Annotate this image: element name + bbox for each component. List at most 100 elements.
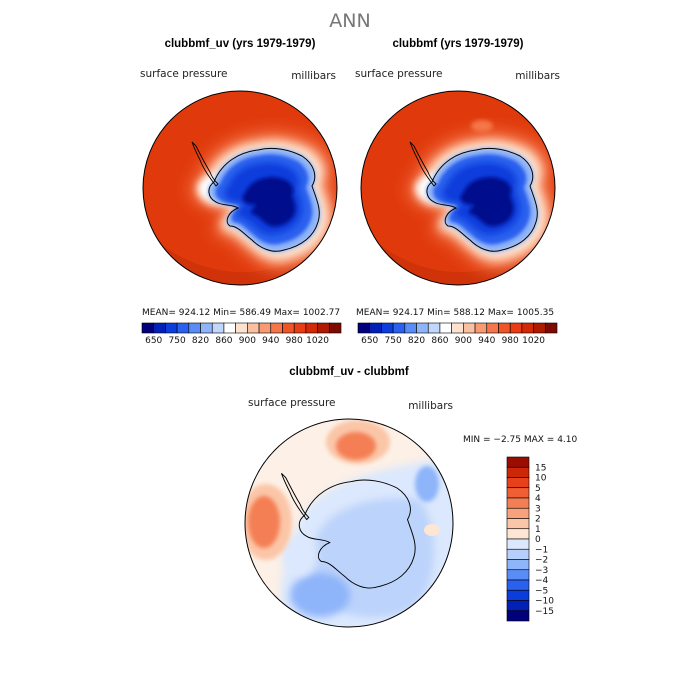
colorbar-right-swatch bbox=[381, 322, 394, 334]
colorbar-diff-tick-label: −4 bbox=[535, 576, 549, 586]
colorbar-diff-tick-label: 3 bbox=[535, 504, 541, 514]
colorbar-right-swatch bbox=[544, 322, 558, 334]
colorbar-diff-swatch bbox=[506, 600, 530, 612]
colorbar-left-tick-label: 1020 bbox=[306, 336, 329, 346]
panel-left-colorbar: 650 750 820 860 900 940 980 1020 bbox=[141, 322, 342, 346]
colorbar-right-tick-label: 980 bbox=[502, 336, 519, 346]
colorbar-left-tick-label: 940 bbox=[262, 336, 279, 346]
panel-right-variable: surface pressure bbox=[355, 68, 443, 80]
colorbar-diff-swatch bbox=[506, 548, 530, 560]
panel-diff-stats: MIN = −2.75 MAX = 4.10 bbox=[463, 435, 578, 445]
colorbar-diff-tick-label: 5 bbox=[535, 484, 541, 494]
colorbar-diff-swatch bbox=[506, 477, 530, 489]
panel-right-stats: MEAN= 924.17 Min= 588.12 Max= 1005.35 bbox=[356, 308, 554, 318]
colorbar-diff-tick-label: 10 bbox=[535, 474, 547, 484]
colorbar-left-swatch bbox=[141, 322, 155, 334]
colorbar-diff-swatch bbox=[506, 528, 530, 540]
colorbar-left-swatch bbox=[165, 322, 178, 334]
colorbar-right-swatch bbox=[451, 322, 464, 334]
panel-right-map bbox=[361, 91, 555, 285]
panel-left: clubbmf_uv (yrs 1979-1979) surface press… bbox=[140, 38, 342, 346]
colorbar-right-swatch bbox=[498, 322, 511, 334]
colorbar-diff-tick-label: −2 bbox=[535, 556, 548, 566]
colorbar-right-tick-label: 650 bbox=[361, 336, 378, 346]
colorbar-left-tick-label: 900 bbox=[239, 336, 256, 346]
panel-left-stats: MEAN= 924.12 Min= 586.49 Max= 1002.77 bbox=[142, 308, 340, 318]
colorbar-right-swatch bbox=[404, 322, 417, 334]
colorbar-right-tick-label: 900 bbox=[455, 336, 472, 346]
colorbar-left-tick-label: 980 bbox=[286, 336, 303, 346]
colorbar-right-swatch bbox=[427, 322, 441, 334]
colorbar-left-swatch bbox=[188, 322, 201, 334]
colorbar-diff-swatch bbox=[506, 610, 530, 622]
colorbar-left-swatch bbox=[247, 322, 260, 334]
panel-left-units: millibars bbox=[291, 70, 336, 82]
colorbar-right-swatch bbox=[392, 322, 406, 334]
colorbar-diff-tick-label: −3 bbox=[535, 566, 548, 576]
panel-left-variable: surface pressure bbox=[140, 68, 228, 80]
colorbar-diff-swatch bbox=[506, 507, 530, 519]
colorbar-diff-swatch bbox=[506, 466, 530, 478]
colorbar-right-swatch bbox=[369, 322, 382, 334]
colorbar-diff-swatch bbox=[506, 589, 530, 601]
colorbar-left-swatch bbox=[200, 322, 213, 334]
colorbar-right-swatch bbox=[521, 322, 534, 334]
colorbar-right-swatch bbox=[509, 322, 523, 334]
panel-diff-map bbox=[245, 419, 453, 627]
panel-diff-title: clubbmf_uv - clubbmf bbox=[289, 366, 409, 378]
colorbar-diff-tick-label: 2 bbox=[535, 515, 541, 525]
colorbar-left-swatch bbox=[176, 322, 190, 334]
panel-diff-units: millibars bbox=[408, 400, 453, 412]
colorbar-diff-swatch bbox=[506, 518, 530, 530]
panel-right-units: millibars bbox=[515, 70, 560, 82]
colorbar-right-swatch bbox=[486, 322, 499, 334]
colorbar-right-tick-label: 820 bbox=[408, 336, 425, 346]
colorbar-diff-swatch bbox=[506, 497, 530, 509]
colorbar-diff-tick-label: 1 bbox=[535, 525, 541, 535]
panel-left-title: clubbmf_uv (yrs 1979-1979) bbox=[165, 38, 316, 50]
figure-title: ANN bbox=[329, 10, 370, 32]
colorbar-left-swatch bbox=[328, 322, 342, 334]
colorbar-right-swatch bbox=[463, 322, 476, 334]
colorbar-right-swatch bbox=[357, 322, 371, 334]
colorbar-left-swatch bbox=[293, 322, 307, 334]
colorbar-left-swatch bbox=[153, 322, 166, 334]
colorbar-right-tick-label: 940 bbox=[478, 336, 495, 346]
panel-right: clubbmf (yrs 1979-1979) surface pressure… bbox=[355, 38, 560, 346]
colorbar-right-tick-label: 1020 bbox=[522, 336, 545, 346]
colorbar-left-swatch bbox=[317, 322, 330, 334]
colorbar-diff-swatch bbox=[506, 538, 530, 550]
panel-diff: clubbmf_uv - clubbmf surface pressure mi… bbox=[244, 366, 578, 628]
colorbar-diff-swatch bbox=[506, 487, 530, 499]
colorbar-diff-tick-label: −10 bbox=[535, 597, 554, 607]
colorbar-diff-swatch bbox=[506, 569, 530, 581]
colorbar-diff-tick-label: −5 bbox=[535, 586, 548, 596]
colorbar-left-swatch bbox=[270, 322, 283, 334]
panel-right-title: clubbmf (yrs 1979-1979) bbox=[392, 38, 523, 50]
colorbar-right-tick-label: 750 bbox=[385, 336, 402, 346]
colorbar-right-tick-label: 860 bbox=[431, 336, 448, 346]
panel-left-map bbox=[143, 91, 337, 285]
colorbar-diff-swatch bbox=[506, 456, 530, 468]
colorbar-left-swatch bbox=[282, 322, 295, 334]
colorbar-left-swatch bbox=[235, 322, 248, 334]
colorbar-right-swatch bbox=[533, 322, 546, 334]
colorbar-left-tick-label: 650 bbox=[145, 336, 162, 346]
colorbar-diff-tick-label: 15 bbox=[535, 463, 546, 473]
panel-diff-variable: surface pressure bbox=[248, 397, 336, 409]
colorbar-left-tick-label: 750 bbox=[169, 336, 186, 346]
panel-right-colorbar: 650 750 820 860 900 940 980 1020 bbox=[357, 322, 558, 346]
colorbar-left-swatch bbox=[211, 322, 225, 334]
colorbar-right-swatch bbox=[474, 322, 488, 334]
colorbar-diff-tick-label: −15 bbox=[535, 607, 554, 617]
colorbar-left-tick-label: 860 bbox=[215, 336, 232, 346]
colorbar-diff-tick-label: −1 bbox=[535, 545, 548, 555]
colorbar-diff-tick-label: 0 bbox=[535, 535, 541, 545]
colorbar-diff-tick-label: 4 bbox=[535, 494, 541, 504]
colorbar-right-swatch bbox=[416, 322, 429, 334]
colorbar-right-swatch bbox=[439, 322, 452, 334]
colorbar-left-swatch bbox=[223, 322, 236, 334]
colorbar-diff-swatch bbox=[506, 559, 530, 571]
